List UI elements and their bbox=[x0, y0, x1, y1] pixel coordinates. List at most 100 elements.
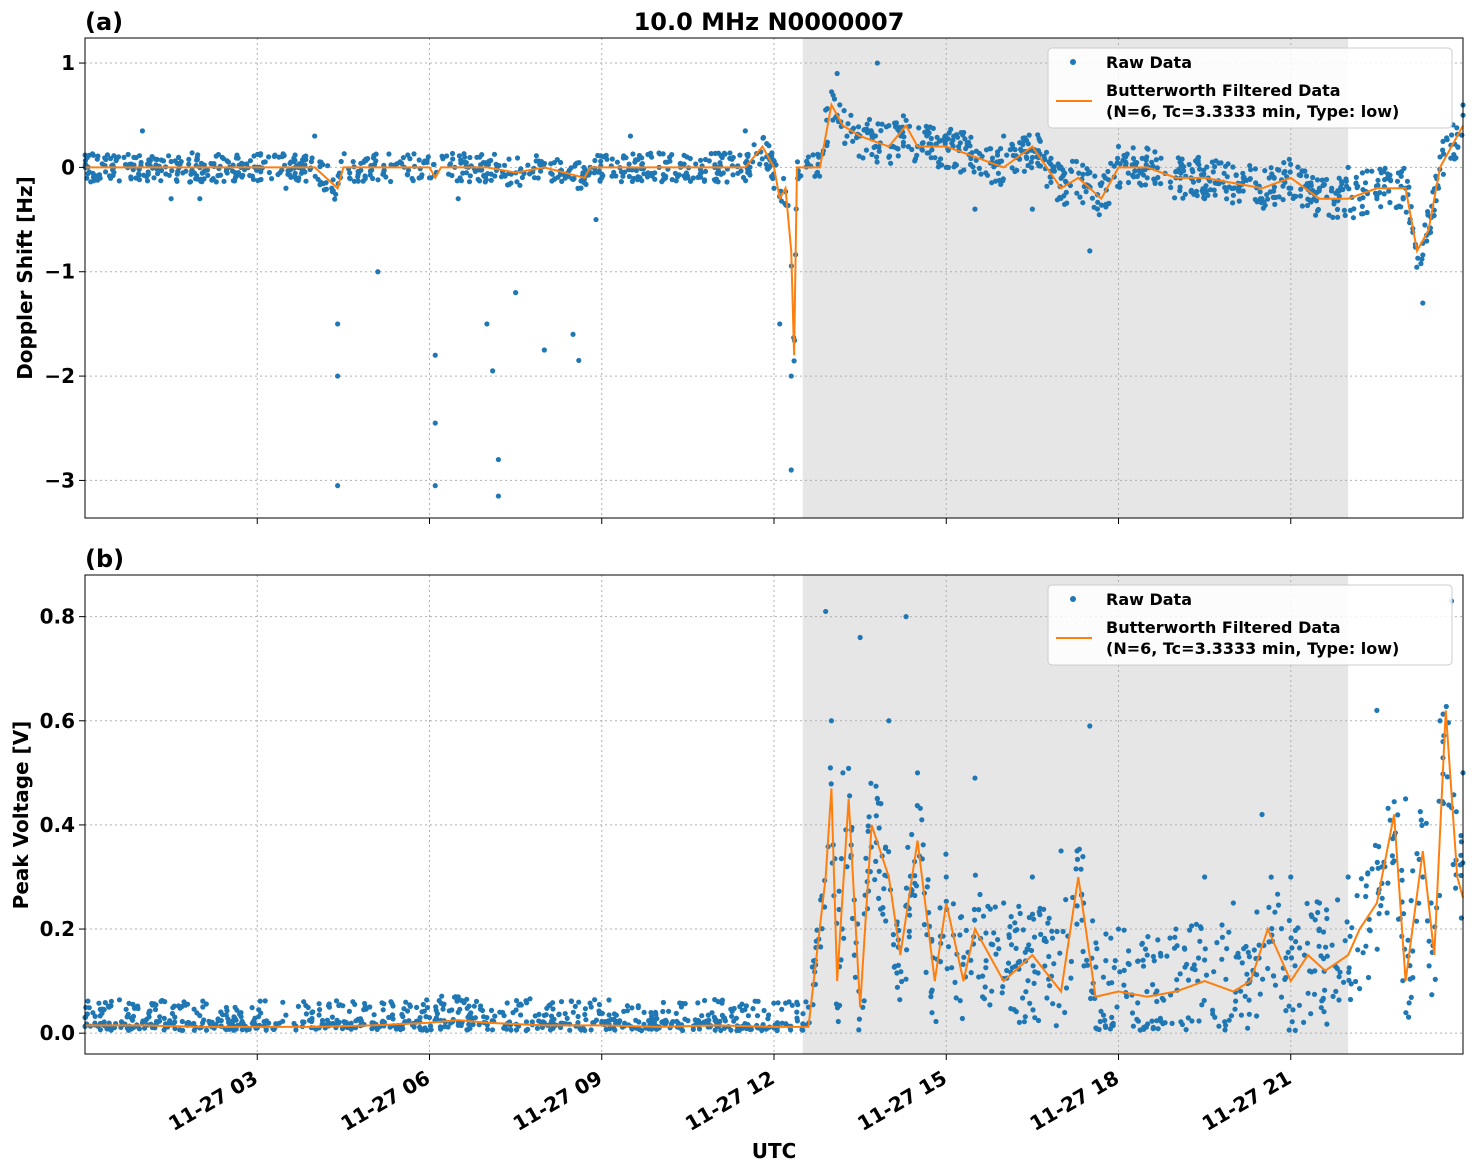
raw-data-point bbox=[639, 1027, 645, 1034]
raw-data-point bbox=[533, 153, 540, 159]
raw-data-point bbox=[432, 420, 438, 426]
raw-data-point bbox=[1139, 168, 1145, 174]
raw-data-point bbox=[1240, 170, 1246, 176]
raw-data-point bbox=[906, 928, 912, 934]
raw-data-point bbox=[1288, 185, 1294, 191]
raw-data-point bbox=[1144, 154, 1150, 160]
raw-data-point bbox=[972, 917, 978, 923]
raw-data-point bbox=[876, 148, 882, 154]
raw-data-point bbox=[1176, 168, 1182, 175]
raw-data-point bbox=[1339, 181, 1345, 187]
raw-data-point bbox=[1241, 946, 1247, 952]
raw-data-point bbox=[990, 942, 996, 948]
raw-data-point bbox=[1282, 168, 1288, 175]
raw-data-point bbox=[215, 151, 221, 158]
raw-data-point bbox=[1404, 178, 1410, 184]
raw-data-point bbox=[568, 998, 574, 1004]
raw-data-point bbox=[1417, 809, 1423, 815]
raw-data-point bbox=[973, 157, 979, 163]
raw-data-point bbox=[285, 171, 291, 177]
raw-data-point bbox=[1144, 952, 1150, 958]
raw-data-point bbox=[1035, 1017, 1042, 1024]
raw-data-point bbox=[794, 1009, 800, 1015]
raw-data-point bbox=[659, 1019, 665, 1025]
raw-data-point bbox=[629, 1005, 635, 1011]
raw-data-point bbox=[1043, 149, 1050, 155]
raw-data-point bbox=[1275, 891, 1281, 897]
raw-data-point bbox=[136, 171, 142, 177]
raw-data-point bbox=[1115, 155, 1121, 161]
raw-data-point bbox=[197, 196, 203, 202]
raw-data-point bbox=[800, 1011, 806, 1017]
raw-data-point bbox=[1008, 942, 1015, 948]
raw-data-point bbox=[592, 157, 598, 164]
raw-data-point bbox=[226, 1019, 232, 1026]
raw-data-point bbox=[1358, 876, 1364, 882]
raw-data-point bbox=[1257, 991, 1263, 997]
raw-data-point bbox=[979, 153, 985, 159]
raw-data-point bbox=[692, 1017, 698, 1023]
raw-data-point bbox=[621, 153, 627, 159]
raw-data-point bbox=[1219, 922, 1225, 928]
raw-data-point bbox=[403, 999, 409, 1005]
raw-data-point bbox=[1418, 261, 1424, 267]
raw-data-point bbox=[1141, 1024, 1147, 1030]
raw-data-point bbox=[950, 901, 957, 907]
raw-data-point bbox=[1331, 201, 1337, 207]
raw-data-point bbox=[958, 914, 965, 920]
raw-data-point bbox=[556, 1012, 562, 1018]
raw-data-point bbox=[1126, 961, 1132, 968]
raw-data-point bbox=[535, 175, 541, 181]
raw-data-point bbox=[621, 1008, 627, 1015]
raw-data-point bbox=[1285, 949, 1291, 956]
raw-data-point bbox=[158, 178, 164, 184]
raw-data-point bbox=[729, 156, 735, 162]
raw-data-point bbox=[1087, 723, 1093, 729]
raw-data-point bbox=[976, 907, 982, 913]
raw-data-point bbox=[1000, 984, 1006, 990]
raw-data-point bbox=[472, 1015, 478, 1021]
raw-data-point bbox=[1416, 900, 1422, 906]
raw-data-point bbox=[309, 1017, 315, 1023]
legend-filtered-label: Butterworth Filtered Data bbox=[1106, 618, 1341, 637]
raw-data-point bbox=[174, 178, 180, 184]
raw-data-point bbox=[550, 1000, 556, 1006]
raw-data-point bbox=[350, 159, 356, 165]
raw-data-point bbox=[624, 1003, 631, 1009]
x-tick-label: 11-27 03 bbox=[164, 1066, 262, 1136]
raw-data-point bbox=[463, 160, 469, 166]
raw-data-point bbox=[761, 1007, 767, 1014]
raw-data-point bbox=[1246, 954, 1252, 960]
raw-data-point bbox=[903, 117, 909, 123]
raw-data-point bbox=[1320, 996, 1326, 1003]
raw-data-point bbox=[983, 930, 989, 936]
raw-data-point bbox=[541, 347, 547, 353]
raw-data-point bbox=[161, 1015, 167, 1022]
raw-data-point bbox=[1068, 958, 1074, 965]
raw-data-point bbox=[467, 1025, 473, 1031]
raw-data-point bbox=[287, 167, 293, 173]
raw-data-point bbox=[329, 185, 335, 191]
raw-data-point bbox=[240, 172, 246, 178]
raw-data-point bbox=[172, 1019, 178, 1025]
raw-data-point bbox=[1376, 911, 1382, 917]
raw-data-point bbox=[1187, 927, 1193, 933]
raw-data-point bbox=[1087, 248, 1093, 254]
raw-data-point bbox=[1188, 187, 1194, 193]
raw-data-point bbox=[928, 994, 934, 1000]
raw-data-point bbox=[317, 164, 323, 170]
raw-data-point bbox=[980, 994, 986, 1000]
raw-data-point bbox=[1046, 159, 1052, 165]
raw-data-point bbox=[1032, 1015, 1038, 1021]
raw-data-point bbox=[1130, 145, 1136, 151]
raw-data-point bbox=[1401, 911, 1407, 917]
raw-data-point bbox=[1042, 935, 1048, 942]
raw-data-point bbox=[1272, 982, 1279, 988]
raw-data-point bbox=[523, 1027, 529, 1034]
raw-data-point bbox=[1266, 175, 1272, 181]
raw-data-point bbox=[186, 161, 192, 167]
raw-data-point bbox=[341, 1019, 347, 1025]
raw-data-point bbox=[335, 1021, 341, 1027]
raw-data-point bbox=[850, 138, 856, 144]
raw-data-point bbox=[1139, 941, 1145, 947]
